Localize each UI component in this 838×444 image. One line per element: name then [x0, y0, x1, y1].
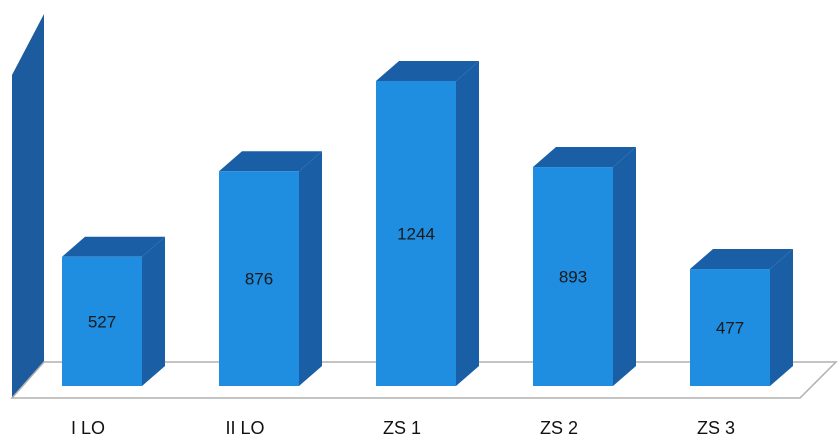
bar-top-face [533, 147, 636, 168]
data-label: 527 [88, 312, 116, 331]
chart-back-wall-layer [12, 14, 44, 398]
bar-i-lo [62, 236, 165, 386]
bar-front-face [376, 81, 456, 386]
bar-ii-lo [219, 151, 322, 386]
category-label: ZS 2 [540, 418, 578, 438]
bar-top-face [376, 61, 479, 81]
bar-top-face [62, 236, 165, 257]
bar-zs-3 [690, 249, 793, 386]
category-label: ZS 3 [697, 418, 735, 438]
data-label: 893 [559, 268, 587, 287]
data-label: 876 [245, 270, 273, 289]
bar-side-face [299, 151, 322, 386]
bar-front-face [533, 167, 613, 386]
bar-side-face [770, 249, 793, 386]
bar-top-face [690, 249, 793, 270]
data-label: 477 [716, 319, 744, 338]
bar-side-face [613, 147, 636, 386]
bar-side-face [456, 61, 479, 386]
category-labels-layer: I LO II LO ZS 1 ZS 2 ZS 3 [71, 418, 735, 438]
bar-zs-1 [376, 61, 479, 386]
bar-side-face [142, 236, 165, 386]
bar-top-face [219, 151, 322, 172]
data-label: 1244 [397, 225, 435, 244]
category-label: II LO [225, 418, 264, 438]
bars-layer [62, 61, 793, 386]
chart-back-wall [12, 14, 44, 398]
bar-front-face [690, 269, 770, 386]
category-label: ZS 1 [383, 418, 421, 438]
category-label: I LO [71, 418, 105, 438]
data-labels-layer: 527 876 1244 893 477 [88, 225, 744, 338]
bar-front-face [219, 171, 299, 386]
bar-front-face [62, 256, 142, 386]
bar-zs-2 [533, 147, 636, 386]
